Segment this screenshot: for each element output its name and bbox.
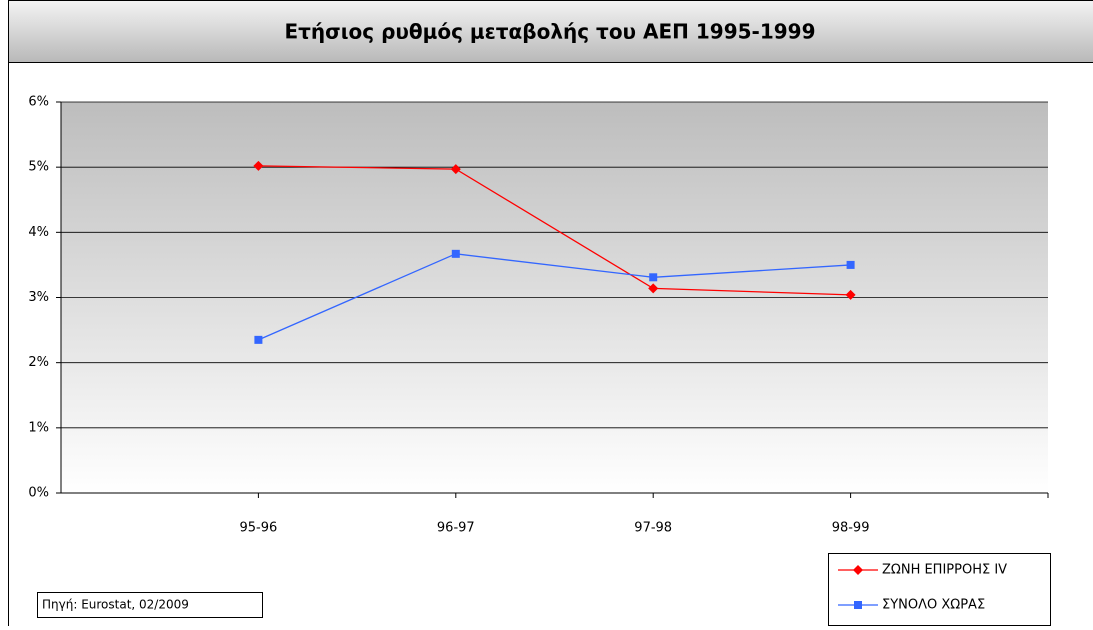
y-tick-label: 6% (28, 95, 49, 110)
legend-label: ΖΩΝΗ ΕΠΙΡΡΟΗΣ IV (882, 563, 1007, 578)
y-tick-label: 2% (28, 355, 49, 370)
legend-label: ΣΥΝΟΛΟ ΧΩΡΑΣ (882, 598, 985, 613)
x-tick-label: 96-97 (437, 521, 475, 536)
y-tick-label: 3% (28, 290, 49, 305)
data-point (452, 250, 460, 258)
source-note: Πηγή: Eurostat, 02/2009 (42, 598, 189, 612)
y-tick-label: 4% (28, 225, 49, 240)
data-point (254, 336, 262, 344)
x-tick-label: 95-96 (240, 521, 278, 536)
x-tick-label: 97-98 (634, 521, 672, 536)
data-point (649, 273, 657, 281)
y-tick-label: 5% (28, 160, 49, 175)
legend-marker (854, 601, 862, 609)
y-tick-label: 0% (28, 486, 49, 501)
x-tick-label: 98-99 (832, 521, 870, 536)
y-tick-label: 1% (28, 420, 49, 435)
data-point (847, 261, 855, 269)
chart-title: Ετήσιος ρυθμός μεταβολής του ΑΕΠ 1995-19… (285, 20, 816, 44)
